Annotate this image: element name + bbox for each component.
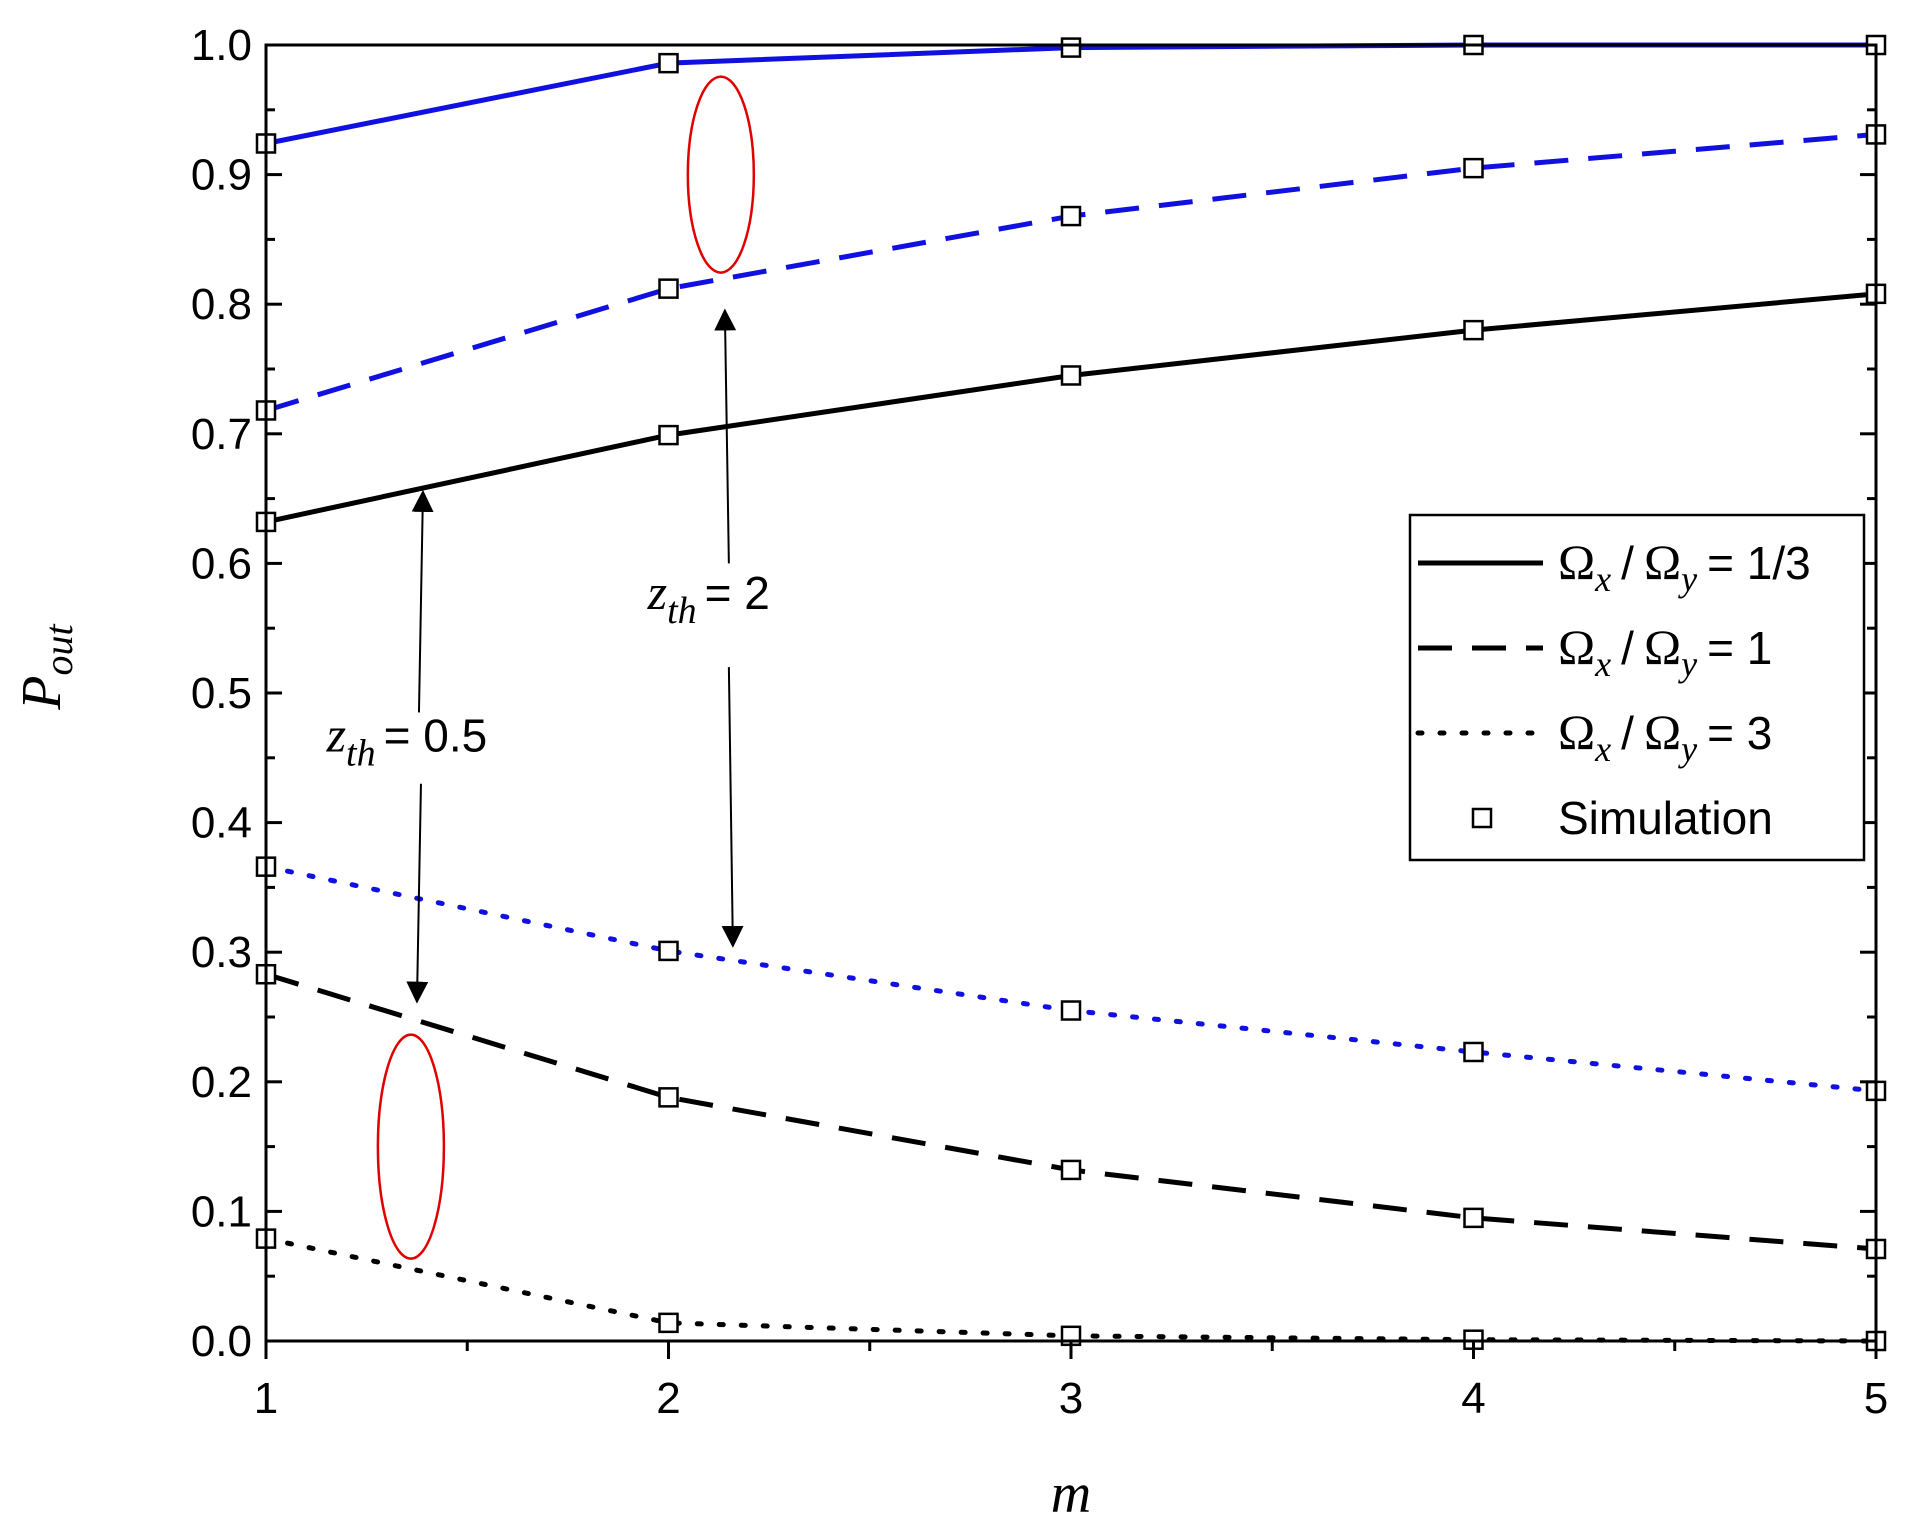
arrow-zth05-up: [411, 489, 434, 713]
legend-omega-x-1: Ω: [1558, 619, 1595, 675]
legend-label-0: Ωx / Ωy = 1/3: [1558, 534, 1811, 599]
x-tick-label-1: 2: [656, 1374, 680, 1423]
legend-label-2: Ωx / Ωy = 3: [1558, 704, 1772, 769]
annotation-sub-0: th: [667, 590, 697, 632]
annotation-z-0: z: [647, 564, 667, 620]
annotation-sub-1: th: [346, 732, 376, 774]
y-tick-label-4: 0.4: [191, 799, 252, 848]
legend-omega-x-2: Ω: [1558, 704, 1595, 760]
simulation-marker-3-3: [1463, 319, 1484, 341]
simulation-marker-2-2: [1060, 1000, 1082, 1021]
legend-sub-y-2: y: [1678, 729, 1697, 769]
legend-sub-y-1: y: [1678, 644, 1697, 684]
simulation-marker-5-1: [658, 1312, 679, 1334]
simulation-marker-3-2: [1060, 365, 1082, 386]
y-axis-title-main: P: [11, 676, 73, 711]
x-tick-label-0: 1: [254, 1374, 278, 1423]
legend-label-3: Simulation: [1558, 792, 1773, 844]
simulation-marker-3-1: [658, 424, 679, 446]
legend-marker-3: [1471, 807, 1493, 829]
x-tick-label-3: 4: [1461, 1374, 1485, 1423]
x-axis-title: m: [1051, 1463, 1091, 1525]
legend-omega-y-0: Ω: [1644, 534, 1681, 590]
legend-slash-1: /: [1621, 622, 1634, 674]
y-tick-label-7: 0.7: [191, 410, 252, 459]
y-axis-title-sub: out: [36, 624, 81, 676]
legend-slash-0: /: [1621, 537, 1634, 589]
legend-sub-y-0: y: [1678, 559, 1697, 599]
ellipse-zth2-group: [686, 75, 756, 274]
legend-omega-y-1: Ω: [1644, 619, 1681, 675]
annotation-text-1: = 0.5: [384, 709, 488, 761]
legend-sub-x-1: x: [1594, 644, 1611, 684]
x-tick-label-2: 3: [1059, 1374, 1083, 1423]
legend-omega-x-0: Ω: [1558, 534, 1595, 590]
simulation-marker-1-2: [1060, 205, 1082, 227]
simulation-marker-1-1: [658, 278, 679, 299]
legend-sub-x-0: x: [1594, 559, 1611, 599]
legend-sub-x-2: x: [1594, 729, 1611, 769]
series-line-2: [263, 864, 1879, 1094]
simulation-marker-4-2: [1060, 1159, 1082, 1181]
ellipse-zth05-group: [376, 1033, 446, 1260]
legend-omega-y-2: Ω: [1644, 704, 1681, 760]
simulation-marker-2-1: [658, 940, 679, 962]
legend-label-1: Ωx / Ωy = 1: [1558, 619, 1772, 684]
simulation-marker-4-1: [658, 1087, 679, 1108]
y-axis-title: Pout: [11, 624, 81, 711]
x-tick-label-4: 5: [1864, 1374, 1888, 1423]
annotation-label-0: zth = 2: [647, 564, 770, 632]
legend-slash-2: /: [1621, 707, 1634, 759]
y-tick-label-1: 0.1: [191, 1187, 252, 1236]
annotation-label-1: zth = 0.5: [326, 706, 488, 774]
y-tick-label-3: 0.3: [191, 928, 252, 977]
arrow-zth2-up: [714, 308, 737, 564]
axis-ticks: 0.0 0.1 0.2 0.3 0.4 0.5 0.6 0.7 0.8 0.9 1.0 1 2 3 4 5: [191, 21, 1888, 1423]
y-tick-label-10: 1.0: [191, 21, 252, 70]
simulation-marker-1-3: [1463, 157, 1484, 179]
annotation-text-0: = 2: [705, 567, 770, 619]
series-line-0: [265, 42, 1876, 146]
y-tick-label-8: 0.8: [191, 280, 252, 329]
y-tick-label-2: 0.2: [191, 1058, 252, 1107]
simulation-marker-0-1: [658, 52, 679, 74]
legend-box: [1408, 513, 1866, 862]
simulation-marker-4-3: [1463, 1207, 1484, 1229]
annotation-z-1: z: [326, 706, 346, 762]
series-line-3: [265, 291, 1877, 525]
y-tick-label-6: 0.6: [191, 539, 252, 588]
y-tick-label-9: 0.9: [191, 151, 252, 200]
simulation-marker-2-3: [1463, 1041, 1484, 1063]
y-tick-label-5: 0.5: [191, 669, 252, 718]
arrow-zth05-down: [406, 783, 429, 1004]
plot-marks: [255, 34, 1887, 1352]
legend-eq-0: = 1/3: [1707, 537, 1811, 589]
y-tick-label-0: 0.0: [191, 1317, 252, 1366]
arrow-zth2-down: [721, 667, 744, 948]
legend-eq-1: = 1: [1707, 622, 1772, 674]
legend-eq-2: = 3: [1707, 707, 1772, 759]
simulation-marker-0-2: [1060, 37, 1082, 58]
